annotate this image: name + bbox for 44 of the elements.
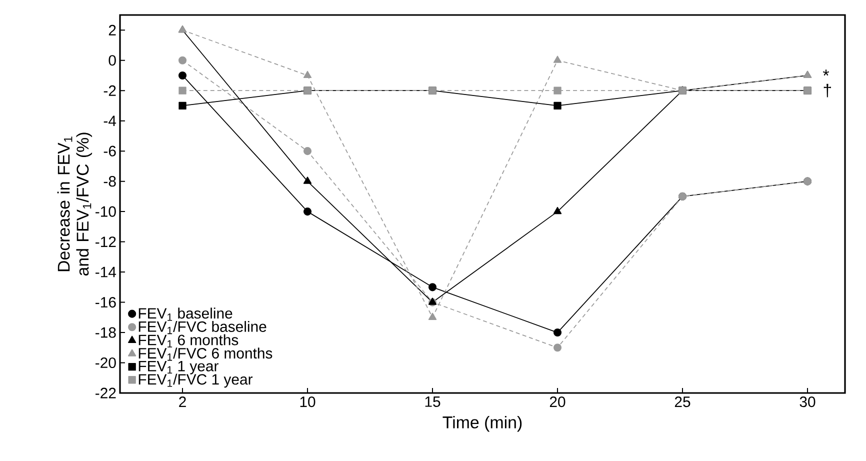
- y-tick-label: -20: [96, 357, 116, 368]
- y-tick-label: -6: [104, 146, 116, 156]
- legend-label: FEV$_{1}$ 1 year: [138, 360, 218, 374]
- legend-label: FEV$_{1}$ 6 months: [138, 334, 238, 348]
- x-tick-label: 30: [800, 396, 816, 408]
- x-tick-label: 25: [674, 396, 690, 408]
- point: [428, 312, 437, 320]
- point: [303, 176, 312, 184]
- point: [303, 147, 312, 156]
- point: [178, 71, 187, 80]
- x-tick-label: 10: [300, 396, 316, 408]
- x-axis-title: Time (min): [442, 416, 522, 432]
- y-tick-label: 2: [108, 24, 116, 36]
- point: [553, 56, 562, 63]
- point: [178, 102, 186, 110]
- x-tick-label: 2: [179, 396, 186, 407]
- x-tick-label: 15: [425, 396, 440, 407]
- y-tick-label: -2: [104, 85, 116, 96]
- point: [303, 70, 312, 78]
- x-tick-label: 20: [550, 396, 566, 408]
- point: [554, 86, 562, 94]
- point: [553, 206, 562, 214]
- y-tick-label: -4: [104, 116, 116, 126]
- y-tick-label: 0: [108, 55, 116, 66]
- legend-label: FEV$_{1}$/FVC baseline: [138, 320, 266, 334]
- point: [554, 102, 562, 110]
- y-tick-label: -14: [96, 266, 116, 278]
- y-tick-label: -22: [96, 388, 116, 398]
- legend-label: FEV$_{1}$/FVC 6 months: [138, 348, 272, 361]
- y-tick-label: -16: [96, 296, 116, 308]
- y-tick-label: -18: [96, 327, 116, 338]
- point: [178, 56, 187, 64]
- annotation: *: [822, 70, 830, 76]
- point: [303, 208, 312, 216]
- y-tick-label: -12: [96, 236, 116, 248]
- annotation: †: [824, 84, 831, 98]
- point: [178, 86, 186, 94]
- point: [553, 328, 562, 337]
- y-tick-label: -8: [104, 176, 116, 187]
- point: [428, 283, 437, 292]
- legend-label: FEV$_{1}$/FVC 1 year: [138, 374, 253, 388]
- y-tick-label: -10: [96, 206, 116, 217]
- legend-label: FEV$_{1}$ baseline: [138, 308, 232, 321]
- point: [553, 344, 562, 352]
